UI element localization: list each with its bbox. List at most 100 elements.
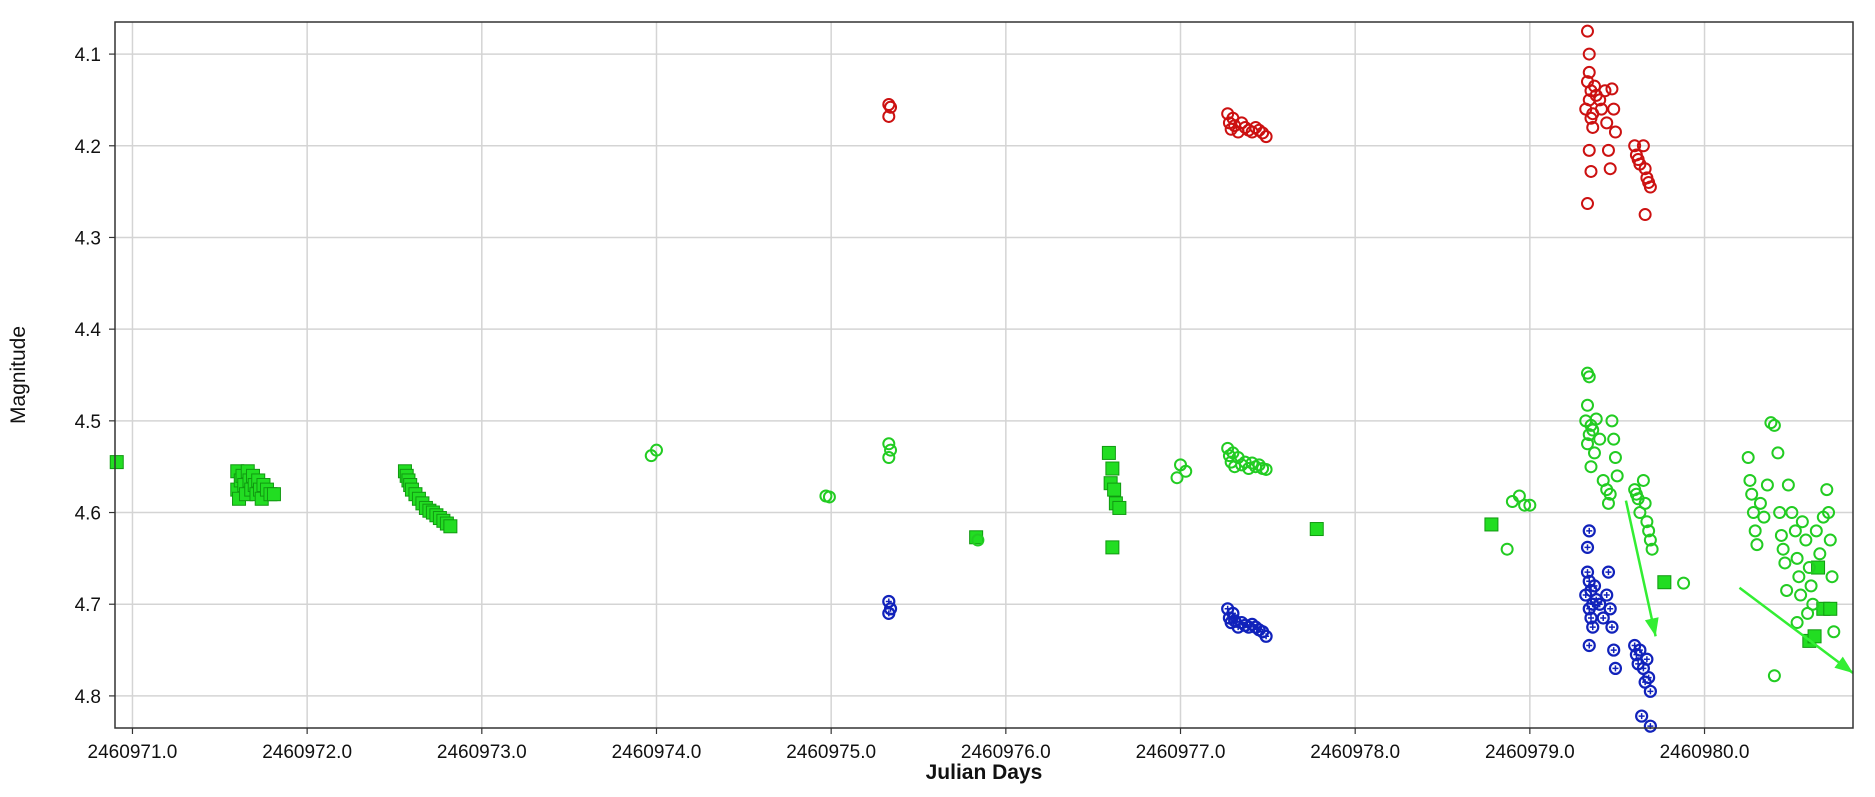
y-tick-label: 4.8 [75, 687, 101, 708]
y-tick-label: 4.6 [75, 504, 101, 525]
data-point-circle [1638, 162, 1652, 176]
data-point-circle [822, 490, 836, 504]
data-point-circle [1785, 506, 1799, 520]
data-point-square [1112, 500, 1127, 515]
data-point-circle [1596, 611, 1610, 625]
data-point-star-circle [1586, 620, 1600, 634]
data-point-circle [1643, 719, 1657, 733]
y-tick-label: 4.7 [75, 595, 101, 616]
x-tick-label: 2460980.0 [1660, 742, 1750, 763]
data-point-circle [1580, 24, 1594, 38]
data-point-circle [1226, 606, 1240, 620]
data-point-star-circle [1600, 588, 1614, 602]
x-tick-label: 2460978.0 [1310, 742, 1400, 763]
data-point-circle [1593, 597, 1607, 611]
x-tick-label: 2460977.0 [1136, 742, 1226, 763]
data-point-square [443, 519, 458, 534]
data-point-circle [1593, 432, 1607, 446]
data-point-circle [1825, 570, 1839, 584]
data-point-circle [884, 443, 898, 457]
data-point-star [1645, 674, 1652, 681]
data-point-circle [1222, 449, 1236, 463]
data-point-circle [1603, 162, 1617, 176]
data-point-star-circle [1259, 629, 1273, 643]
data-point-star [1586, 605, 1593, 612]
arrow-shaft [1738, 586, 1854, 674]
data-point-circle [1584, 460, 1598, 474]
data-point-star-circle [1633, 643, 1647, 657]
y-tick-label: 4.1 [75, 45, 101, 66]
data-point-circle [1795, 515, 1809, 529]
data-point-square [109, 455, 124, 470]
data-point-circle [882, 109, 896, 123]
data-point-star-circle [1601, 565, 1616, 579]
data-point-star-circle [1605, 620, 1619, 634]
data-point-circle [1645, 542, 1659, 556]
data-point-circle [1601, 496, 1615, 510]
x-tick-label: 2460973.0 [437, 742, 527, 763]
data-point-circle [1600, 588, 1614, 602]
data-point-circle [1767, 669, 1781, 683]
data-point-circle [1600, 116, 1614, 130]
data-point-star [885, 610, 892, 617]
data-point-circle [1804, 579, 1818, 593]
data-point-circle [1743, 473, 1757, 487]
data-point-circle [1586, 620, 1600, 634]
data-point-circle [1757, 510, 1771, 524]
data-point-circle [1259, 462, 1273, 476]
data-point-circle [1607, 102, 1621, 116]
data-point-circle [1774, 528, 1788, 542]
data-point-star-circle [1580, 540, 1595, 554]
data-point-star-circle [1584, 611, 1598, 625]
data-point-square [969, 530, 984, 545]
data-point-circle [1633, 643, 1647, 657]
data-point-circle [882, 437, 896, 451]
data-point-star-circle [1582, 524, 1596, 538]
data-point-circle [1790, 551, 1804, 565]
data-point-circle [1584, 611, 1598, 625]
data-point-square [1107, 482, 1122, 497]
x-tick-label: 2460979.0 [1485, 742, 1575, 763]
data-point-circle [1790, 616, 1804, 630]
data-point-circle [1771, 446, 1785, 460]
data-point-square [1105, 540, 1120, 555]
data-point-circle [971, 533, 985, 547]
x-axis-title: Julian Days [926, 761, 1043, 784]
data-point-circle [1677, 576, 1691, 590]
grid-lines [115, 22, 1853, 728]
data-point-circle [1638, 496, 1652, 510]
data-point-circle [1584, 164, 1598, 178]
data-point-circle [1603, 487, 1617, 501]
data-point-star [1591, 582, 1598, 589]
data-point-star-circle [882, 606, 896, 620]
data-point-circle [1605, 414, 1619, 428]
data-point-star [1582, 592, 1589, 599]
data-point-circle [1228, 614, 1242, 628]
data-point-circle [1582, 638, 1596, 653]
y-axis-title: Magnitude [7, 326, 30, 424]
data-point-star [1640, 665, 1647, 672]
x-tick-label: 2460976.0 [961, 742, 1051, 763]
data-point-star [1584, 544, 1591, 551]
y-tick-label: 4.2 [75, 137, 101, 158]
data-point-star-circle [1580, 565, 1595, 579]
data-point-square [1823, 601, 1838, 616]
data-point-circle [1605, 620, 1619, 634]
data-point-star [1612, 665, 1619, 672]
data-point-circle [1643, 180, 1657, 194]
data-point-circle [1580, 398, 1594, 412]
data-point-circle [1587, 446, 1601, 460]
data-point-star-circle [1582, 638, 1596, 653]
data-point-circle [1823, 533, 1837, 547]
data-point-star-circle [1643, 684, 1657, 698]
data-point-circle [1582, 524, 1596, 538]
data-point-circle [1745, 487, 1759, 501]
data-point-star [1587, 614, 1594, 621]
data-point-star-circle [1635, 709, 1649, 723]
data-point-star-circle [1579, 588, 1593, 602]
data-point-circle [1607, 432, 1621, 446]
data-point-circle [1636, 139, 1650, 153]
data-point-circle [1750, 538, 1764, 552]
data-point-circle [1780, 583, 1794, 597]
